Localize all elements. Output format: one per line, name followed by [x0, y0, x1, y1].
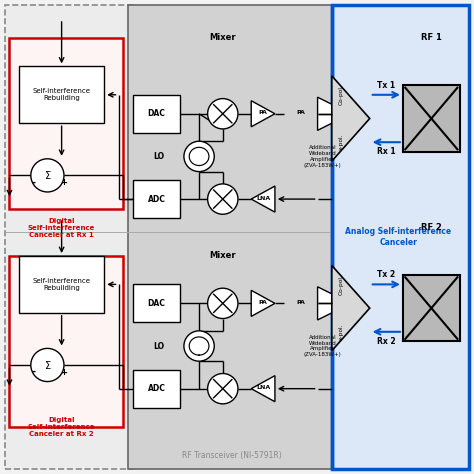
Text: Rx 2: Rx 2 [377, 337, 396, 346]
Text: $\Sigma$: $\Sigma$ [44, 359, 51, 371]
Bar [9, 38, 123, 209]
Text: x-pol.: x-pol. [339, 134, 344, 150]
Text: ADC: ADC [147, 384, 165, 393]
Text: PA: PA [297, 110, 305, 115]
Circle shape [184, 141, 214, 172]
Text: Mixer: Mixer [210, 252, 236, 260]
Text: Tx 1: Tx 1 [377, 81, 395, 90]
Text: Tx 2: Tx 2 [377, 271, 395, 279]
Bar [9, 256, 123, 427]
Text: PA: PA [297, 300, 305, 305]
Text: $\Sigma$: $\Sigma$ [44, 169, 51, 182]
Text: LO: LO [153, 342, 164, 350]
Bar [403, 85, 460, 152]
Text: LNA: LNA [256, 196, 270, 201]
Text: PA: PA [259, 110, 267, 115]
Polygon shape [251, 101, 275, 127]
Polygon shape [318, 287, 351, 320]
Circle shape [31, 159, 64, 192]
Text: +: + [61, 178, 67, 187]
Polygon shape [251, 375, 275, 402]
Text: -: - [31, 367, 35, 377]
Text: Additional
Wideband
Amplifier
(ZVA-183W+): Additional Wideband Amplifier (ZVA-183W+… [303, 145, 341, 168]
Circle shape [208, 184, 238, 214]
Polygon shape [251, 186, 275, 212]
Text: PA: PA [259, 300, 267, 305]
Text: Co-pol.: Co-pol. [339, 84, 344, 105]
Circle shape [208, 288, 238, 319]
Text: Digital
Self-interference
Canceler at Rx 2: Digital Self-interference Canceler at Rx… [28, 417, 95, 437]
Bar [403, 275, 460, 341]
Text: Digital
Self-interference
Canceler at Rx 1: Digital Self-interference Canceler at Rx… [28, 218, 95, 238]
Circle shape [208, 99, 238, 129]
Polygon shape [251, 290, 275, 317]
Text: Rx 1: Rx 1 [377, 147, 396, 156]
Text: ADC: ADC [147, 195, 165, 203]
Text: RF 1: RF 1 [421, 34, 442, 42]
Text: Self-interference
Rebuilding: Self-interference Rebuilding [33, 88, 91, 101]
Text: LO: LO [153, 152, 164, 161]
Polygon shape [318, 97, 351, 130]
Bar [19, 256, 104, 313]
Text: RF 2: RF 2 [421, 223, 442, 232]
Text: Self-interference
Rebuilding: Self-interference Rebuilding [33, 278, 91, 291]
Polygon shape [332, 76, 370, 161]
Text: Co-pol.: Co-pol. [339, 274, 344, 295]
Text: -: - [31, 177, 35, 188]
Text: DAC: DAC [147, 109, 165, 118]
Text: x-pol.: x-pol. [339, 324, 344, 340]
Text: Mixer: Mixer [210, 34, 236, 42]
Polygon shape [332, 265, 370, 351]
Text: LNA: LNA [256, 385, 270, 390]
Text: RF Transceiver (NI-5791R): RF Transceiver (NI-5791R) [182, 451, 282, 459]
Bar [133, 95, 180, 133]
Bar [133, 180, 180, 218]
Bar [133, 370, 180, 408]
Bar [133, 284, 180, 322]
Bar [19, 66, 104, 123]
Text: DAC: DAC [147, 299, 165, 308]
Bar [128, 5, 337, 469]
Bar [5, 5, 133, 469]
Circle shape [184, 331, 214, 361]
Text: +: + [61, 368, 67, 376]
Circle shape [208, 374, 238, 404]
Text: Additional
Wideband
Amplifier
(ZVA-183W+): Additional Wideband Amplifier (ZVA-183W+… [303, 335, 341, 357]
Bar [332, 5, 469, 469]
Circle shape [31, 348, 64, 382]
Text: Analog Self-interference
Canceler: Analog Self-interference Canceler [345, 228, 451, 246]
